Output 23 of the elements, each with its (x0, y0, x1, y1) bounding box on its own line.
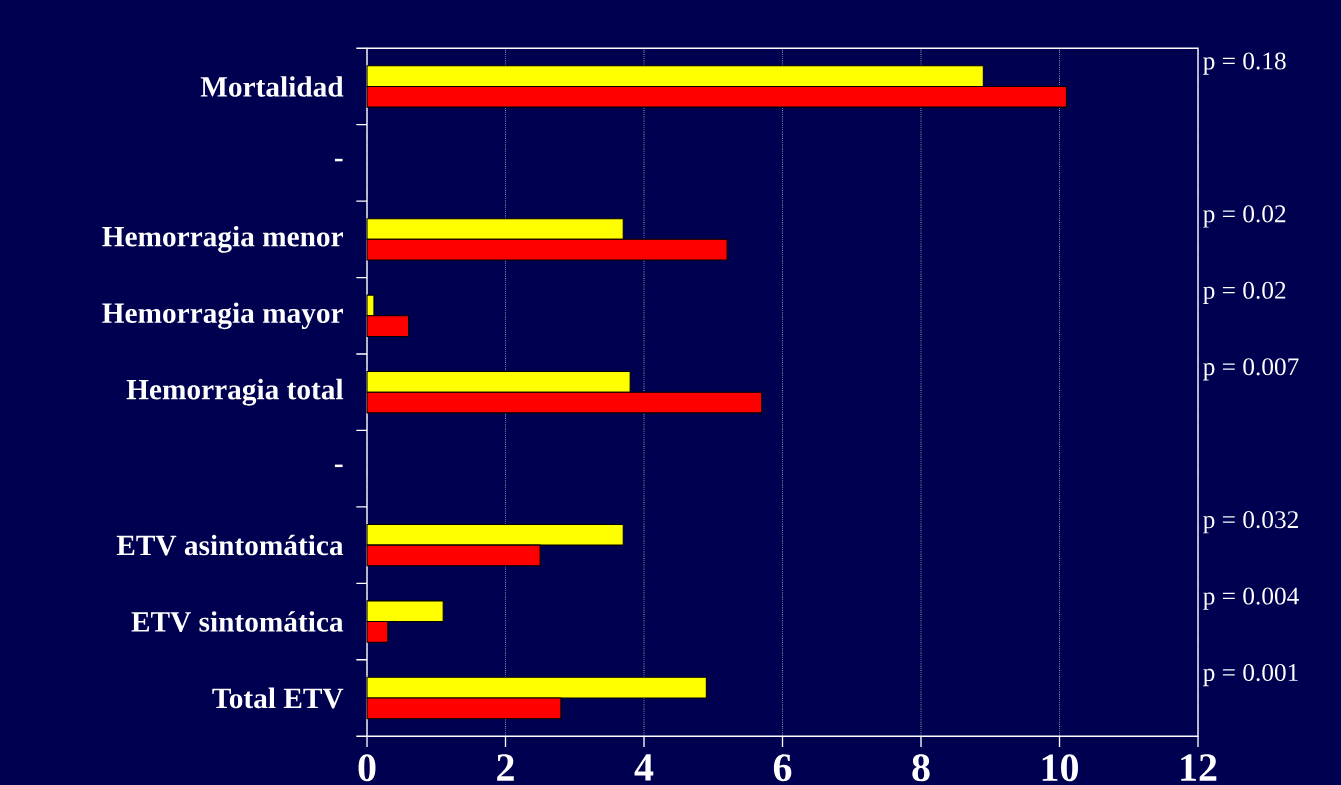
x-tick-label: 12 (1181, 754, 1217, 781)
text: p = 0.18 (1203, 52, 1286, 75)
y-tick-label: Total ETV (212, 687, 344, 709)
text: p = 0.02 (1203, 281, 1286, 304)
x-tick-label: 8 (912, 754, 930, 782)
x-tick-label: 0 (358, 754, 376, 782)
y-tick-label: - (334, 464, 343, 468)
x-tick-label: 2 (497, 754, 514, 781)
text: p = 0.032 (1203, 511, 1298, 534)
y-tick-label: - (334, 158, 343, 162)
y-tick-label: Mortalidad (200, 76, 344, 97)
text: p = 0.02 (1203, 205, 1286, 228)
x-tick-label: 4 (634, 754, 654, 781)
x-tick-label: 6 (773, 754, 792, 782)
y-tick-label: ETV sintomática (131, 611, 344, 632)
y-tick-label: Hemorragia total (126, 378, 344, 406)
text: p = 0.001 (1203, 663, 1298, 687)
text: p = 0.004 (1203, 587, 1299, 610)
y-tick-label: Hemorragia mayor (102, 302, 343, 330)
y-tick-label: Hemorragia menor (102, 225, 343, 253)
text: p = 0.007 (1203, 358, 1299, 381)
y-tick-label: ETV asintomática (116, 534, 344, 556)
x-tick-label: 10 (1042, 754, 1078, 782)
